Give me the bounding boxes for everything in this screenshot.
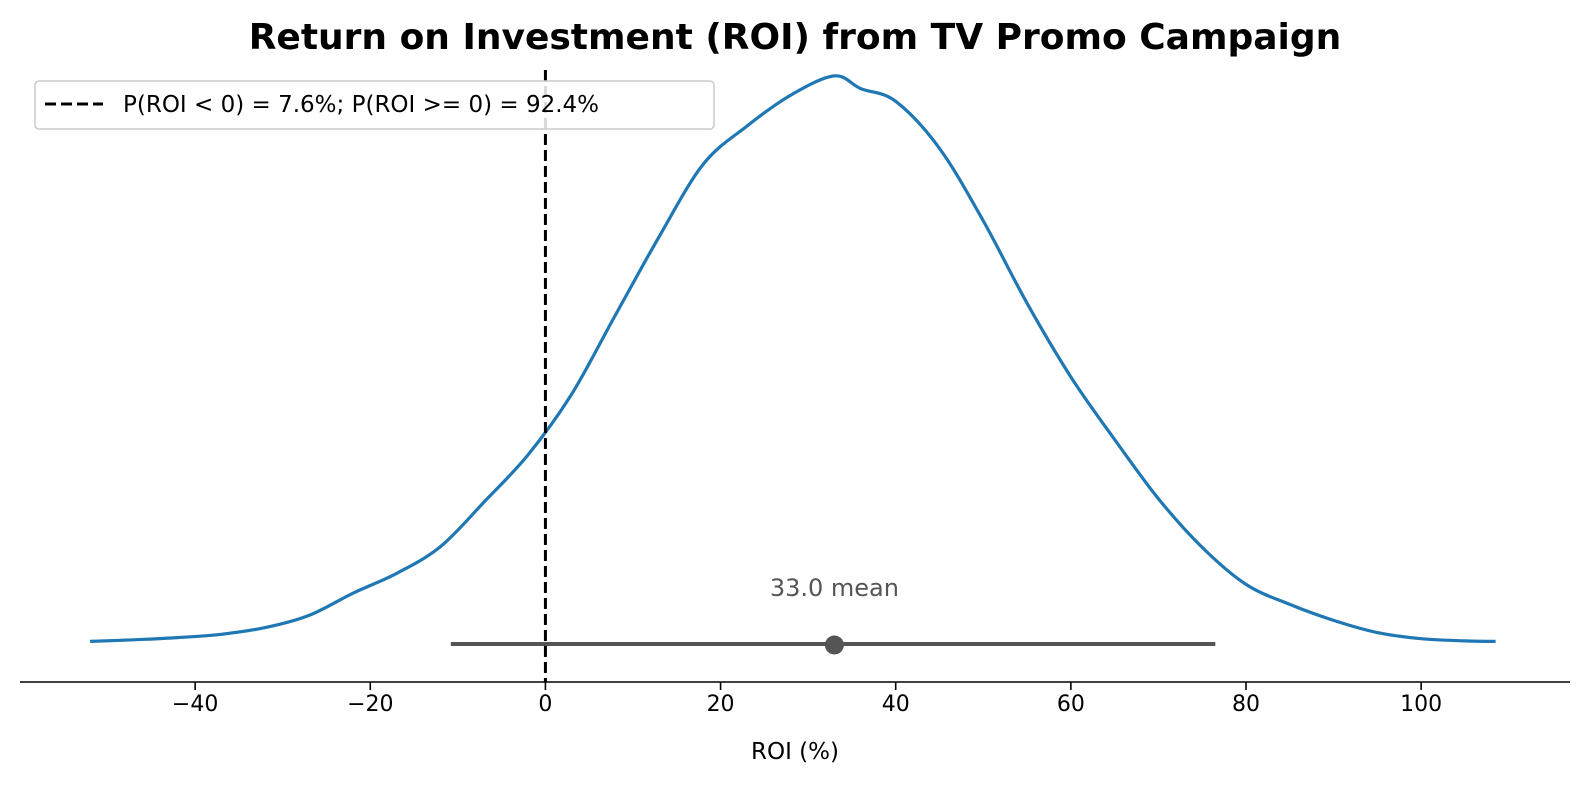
plot-area: 33.0 mean bbox=[90, 70, 1496, 682]
legend-box bbox=[34, 80, 715, 130]
x-tick-label: 100 bbox=[1400, 692, 1442, 717]
x-ticks: −40 −20 0 20 40 60 80 100 bbox=[172, 682, 1442, 717]
x-axis-label: ROI (%) bbox=[751, 739, 839, 765]
interval-layer: 33.0 mean bbox=[450, 574, 1216, 655]
chart-title: Return on Investment (ROI) from TV Promo… bbox=[249, 17, 1342, 58]
x-tick-label: 60 bbox=[1057, 692, 1085, 717]
mean-label: 33.0 mean bbox=[770, 574, 899, 602]
x-tick-label: 20 bbox=[707, 692, 735, 717]
x-tick-label: 0 bbox=[538, 692, 552, 717]
legend-entry-reference: P(ROI < 0) = 7.6%; P(ROI >= 0) = 92.4% bbox=[123, 92, 599, 118]
mean-point bbox=[824, 635, 844, 655]
x-tick-label: 40 bbox=[882, 692, 910, 717]
x-tick-label: −20 bbox=[347, 692, 393, 717]
legend: P(ROI < 0) = 7.6%; P(ROI >= 0) = 92.4% bbox=[34, 80, 715, 130]
density-layer bbox=[90, 74, 1496, 643]
x-tick-label: 80 bbox=[1232, 692, 1260, 717]
x-tick-label: −40 bbox=[172, 692, 218, 717]
density-curve bbox=[90, 74, 1496, 643]
